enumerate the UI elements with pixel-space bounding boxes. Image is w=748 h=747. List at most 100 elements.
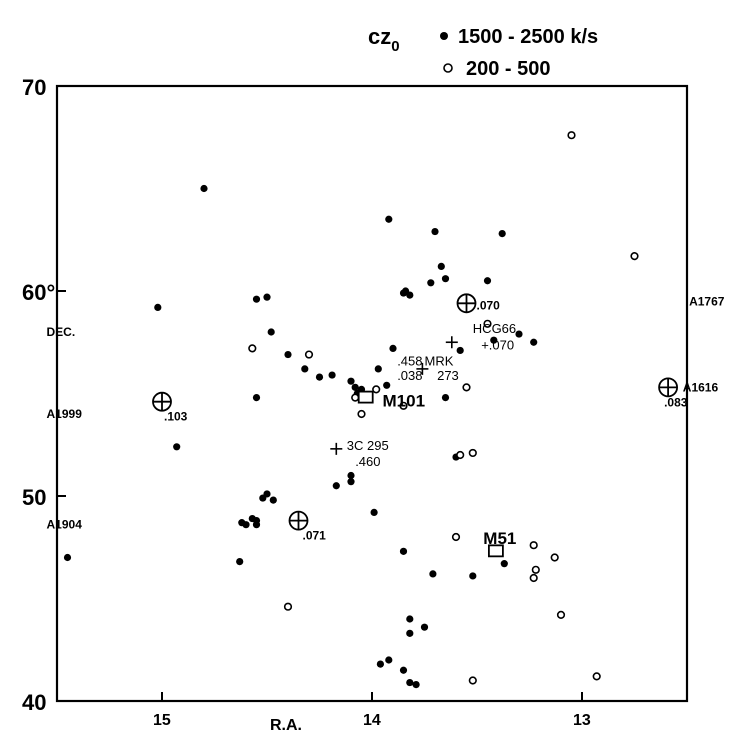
filled-point-29: [490, 336, 498, 344]
filled-point-52: [406, 615, 414, 623]
open-point-1: [304, 350, 314, 359]
open-point-5: [399, 401, 408, 410]
legend: cz0 1500 - 2500 k/s 200 - 500: [368, 24, 598, 80]
x-tick-label-0: 15: [153, 712, 171, 729]
galaxy-square-1: [487, 544, 504, 558]
y-tick-label-1: 60°: [22, 280, 55, 305]
legend-open-marker: [443, 63, 453, 73]
x-axis-label: R.A.: [270, 717, 302, 734]
galaxy-square-0: [357, 390, 374, 404]
filled-point-36: [347, 478, 355, 486]
cluster-redshift-label-0: .103: [164, 410, 188, 424]
y-tick-label-3: 40: [22, 690, 46, 715]
filled-point-24: [431, 227, 439, 236]
side-label-2: A1999: [47, 407, 83, 421]
filled-point-32: [530, 338, 538, 346]
open-point-11: [283, 602, 293, 611]
open-point-7: [483, 319, 492, 328]
legend-title-main: cz: [368, 24, 391, 49]
filled-point-9: [252, 394, 261, 402]
filled-point-12: [347, 377, 355, 385]
y-tick-label-2: 50: [22, 485, 46, 510]
filled-point-47: [370, 508, 378, 516]
filled-point-37: [332, 482, 340, 490]
legend-entry-filled: 1500 - 2500 k/s: [458, 26, 598, 48]
side-label-3: A1904: [47, 518, 83, 532]
annotation-0: HCG66: [473, 321, 516, 336]
filled-point-19: [385, 215, 393, 223]
open-point-13: [529, 541, 538, 550]
annotation-6: 3C 295: [347, 438, 389, 453]
open-point-19: [567, 131, 576, 140]
open-point-14: [531, 565, 540, 574]
open-point-2: [372, 385, 381, 394]
open-point-12: [468, 676, 477, 685]
filled-point-0: [200, 184, 208, 193]
annotation-2: .458: [397, 354, 422, 369]
filled-point-22: [406, 291, 414, 299]
filled-point-58: [406, 678, 414, 687]
filled-point-27: [456, 346, 464, 355]
filled-point-16: [374, 365, 382, 373]
filled-point-49: [429, 570, 437, 578]
filled-point-51: [500, 560, 508, 568]
annotation-3: MRK: [425, 354, 454, 369]
filled-point-4: [252, 295, 261, 303]
open-point-6: [462, 383, 471, 392]
filled-point-28: [483, 277, 492, 285]
filled-point-30: [498, 230, 506, 238]
annotation-4: .038: [397, 368, 422, 383]
legend-title: cz0: [368, 24, 400, 55]
open-point-9: [468, 448, 477, 458]
side-label-0: A1767: [689, 294, 725, 308]
filled-point-43: [248, 514, 256, 523]
filled-point-10: [315, 373, 324, 381]
axis-ticks: 15 14 13 70 60° 50 40: [22, 75, 591, 729]
filled-point-54: [420, 623, 429, 631]
annotation-5: 273: [437, 368, 459, 383]
side-label-4: DEC.: [47, 325, 76, 339]
filled-point-56: [376, 660, 384, 668]
legend-filled-marker: [440, 32, 448, 40]
filled-point-42: [252, 521, 261, 529]
filled-point-5: [263, 293, 271, 301]
filled-point-40: [269, 496, 277, 504]
cluster-redshift-label-2: .070: [477, 298, 501, 312]
filled-point-7: [284, 350, 292, 359]
open-point-20: [630, 252, 639, 261]
filled-point-23: [427, 279, 435, 287]
annotation-layer: .103 .071 .070 .083 A1767 A1616 A1999 A1904 DEC.…: [47, 293, 725, 558]
filled-point-39: [259, 494, 267, 502]
filled-point-11: [328, 371, 336, 379]
filled-point-53: [406, 629, 414, 637]
filled-point-25: [437, 262, 445, 270]
y-tick-label-0: 70: [22, 75, 46, 100]
filled-point-3: [63, 553, 72, 562]
open-point-17: [556, 610, 566, 620]
filled-point-1: [154, 303, 162, 311]
filled-point-13: [351, 383, 359, 391]
filled-point-31: [515, 330, 523, 338]
legend-title-subscript: 0: [391, 38, 399, 55]
cluster-redshift-label-1: .071: [303, 529, 327, 543]
filled-point-33: [441, 394, 450, 402]
filled-point-57: [399, 666, 408, 674]
filled-point-26: [441, 275, 450, 283]
filled-point-55: [385, 656, 393, 664]
legend-entry-open: 200 - 500: [466, 58, 551, 80]
filled-point-50: [469, 572, 477, 580]
open-point-18: [592, 672, 601, 681]
filled-point-35: [347, 471, 355, 480]
filled-point-18: [389, 344, 397, 352]
open-point-10: [451, 532, 461, 542]
annotation-8: M101: [383, 392, 426, 411]
cluster-redshift-label-3: .083: [664, 395, 688, 409]
filled-point-59: [412, 681, 420, 689]
x-tick-label-2: 13: [573, 712, 591, 729]
filled-point-6: [267, 328, 275, 336]
filled-point-48: [399, 547, 408, 555]
annotation-9: M51: [483, 529, 516, 548]
side-label-1: A1616: [683, 380, 719, 394]
annotation-1: +.070: [481, 337, 514, 352]
